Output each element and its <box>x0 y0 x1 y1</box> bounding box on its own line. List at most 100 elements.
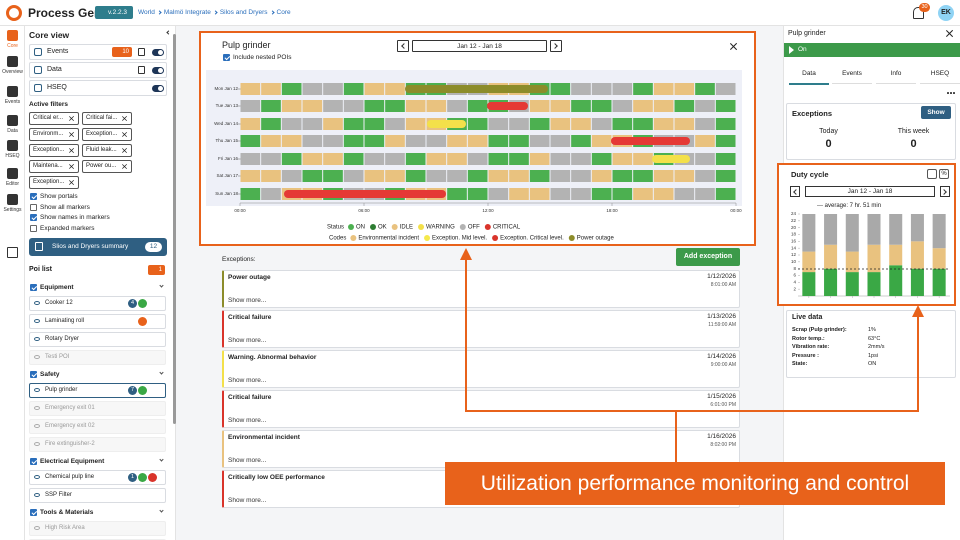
filter-chip[interactable]: Environm... <box>29 128 79 141</box>
group-checkbox[interactable] <box>30 458 37 465</box>
breadcrumb-separator <box>269 10 275 15</box>
breadcrumb-link[interactable]: Malmö Integrate <box>164 9 218 16</box>
poi-item[interactable] <box>29 419 166 434</box>
poi-item[interactable] <box>29 314 166 329</box>
filter-chip[interactable]: Critical fai... <box>82 112 132 125</box>
nav-label[interactable]: Core <box>7 43 18 49</box>
poi-label: Emergency exit 01 <box>45 405 95 411</box>
show-more[interactable]: Show more... <box>228 497 267 504</box>
filter-remove[interactable] <box>122 132 127 137</box>
nav-icon[interactable] <box>7 194 18 205</box>
nav-label[interactable]: Editor <box>5 181 20 187</box>
nav-icon[interactable] <box>7 168 18 179</box>
close-timeline[interactable] <box>730 43 737 50</box>
layer-label: Data <box>47 66 62 73</box>
filter-chip[interactable]: Fluid leak... <box>82 144 132 157</box>
more-dot <box>947 92 949 94</box>
option-checkbox[interactable] <box>30 193 37 200</box>
unit-button[interactable]: % <box>939 169 949 179</box>
eye-icon <box>34 388 40 392</box>
duty-next[interactable] <box>940 186 950 197</box>
user-avatar[interactable]: EK <box>938 5 954 21</box>
summary-count: 12 <box>145 242 162 252</box>
filter-chip[interactable]: Power ou... <box>82 160 132 173</box>
exception-date: 1/13/2026 <box>707 313 736 320</box>
filter-remove[interactable] <box>122 164 127 169</box>
group-name: Tools & Materials <box>40 509 94 516</box>
state-bar[interactable] <box>784 43 960 57</box>
poi-label: Rotary Dryer <box>45 336 80 342</box>
duty-clock[interactable] <box>927 169 937 179</box>
side-tab[interactable]: HSEQ <box>920 70 960 84</box>
show-more[interactable]: Show more... <box>228 297 267 304</box>
nav-label[interactable]: Data <box>7 128 18 134</box>
live-value: 1psi <box>868 352 879 359</box>
poi-item[interactable] <box>29 437 166 452</box>
nav-label[interactable]: Events <box>4 99 21 105</box>
calendar-icon[interactable] <box>138 66 145 74</box>
layer-toggle[interactable] <box>152 67 164 74</box>
option-checkbox[interactable] <box>30 214 37 221</box>
side-tab[interactable]: Events <box>832 70 872 84</box>
close-side[interactable] <box>946 30 953 37</box>
filter-remove[interactable] <box>69 180 74 185</box>
filter-chip[interactable]: Exception... <box>29 176 79 189</box>
side-tab[interactable]: Info <box>876 70 916 84</box>
nav-icon[interactable] <box>7 86 18 97</box>
duty-prev[interactable] <box>790 186 800 197</box>
show-more[interactable]: Show more... <box>228 377 267 384</box>
option-checkbox[interactable] <box>30 224 37 232</box>
exception-title: Environmental incident <box>228 434 300 441</box>
poi-label: Testi POI <box>45 354 70 360</box>
poi-badge-count: 1 <box>128 473 137 482</box>
side-tab[interactable]: Data <box>789 70 829 85</box>
live-value: 2mm/s <box>868 344 885 350</box>
show-button[interactable]: Show <box>921 106 951 119</box>
filter-chip[interactable]: Maintena... <box>29 160 79 173</box>
nav-icon[interactable] <box>7 30 18 41</box>
poi-item[interactable] <box>29 350 166 365</box>
next-button[interactable] <box>550 40 562 52</box>
breadcrumb-link[interactable]: Silos and Dryers <box>220 9 275 16</box>
filter-chip[interactable]: Exception... <box>29 144 79 157</box>
bell-icon[interactable] <box>913 7 924 19</box>
filter-remove[interactable] <box>69 116 74 121</box>
poi-item[interactable] <box>29 332 166 347</box>
filter-remove[interactable] <box>69 164 74 169</box>
show-more[interactable]: Show more... <box>228 337 267 344</box>
nav-icon[interactable] <box>7 56 18 67</box>
prev-button[interactable] <box>397 40 409 52</box>
breadcrumb-link[interactable]: Core <box>276 9 291 16</box>
filter-remove[interactable] <box>69 132 74 137</box>
layer-toggle[interactable] <box>152 49 164 56</box>
calendar-icon[interactable] <box>138 48 145 56</box>
nav-label[interactable]: HSEQ <box>5 153 20 159</box>
external-icon[interactable] <box>7 247 18 258</box>
show-more[interactable]: Show more... <box>228 457 267 464</box>
layer-toggle[interactable] <box>152 85 164 92</box>
poi-item[interactable] <box>29 401 166 416</box>
filter-remove[interactable] <box>122 116 127 121</box>
nav-icon[interactable] <box>7 140 18 151</box>
filter-remove[interactable] <box>69 148 74 153</box>
nav-icon[interactable] <box>7 115 18 126</box>
option-checkbox[interactable] <box>30 203 37 211</box>
group-checkbox[interactable] <box>30 509 37 516</box>
poi-item[interactable] <box>29 521 166 536</box>
summary-button[interactable] <box>29 238 167 256</box>
add-exception[interactable]: Add exception <box>676 248 740 266</box>
nested-checkbox[interactable] <box>223 54 230 61</box>
poi-label: Laminating roll <box>45 318 85 324</box>
filter-chip[interactable]: Exception... <box>82 128 132 141</box>
nav-label[interactable]: Overview <box>2 69 23 75</box>
show-more[interactable]: Show more... <box>228 417 267 424</box>
filter-remove[interactable] <box>122 148 127 153</box>
poi-item[interactable] <box>29 488 166 503</box>
poi-badge-count: 7 <box>128 386 137 395</box>
group-checkbox[interactable] <box>30 371 37 378</box>
group-checkbox[interactable] <box>30 284 37 291</box>
breadcrumb-link[interactable]: World <box>138 9 162 16</box>
range-box: Jan 12 - Jan 18 <box>412 40 547 52</box>
filter-chip[interactable]: Critical er... <box>29 112 79 125</box>
nav-label[interactable]: Settings <box>3 207 22 213</box>
